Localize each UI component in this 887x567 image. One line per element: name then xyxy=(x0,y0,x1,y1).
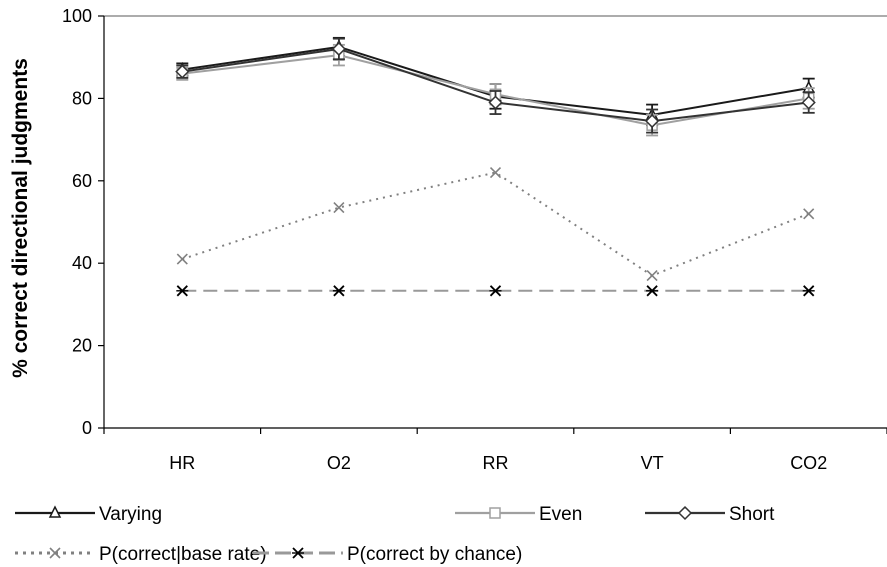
legend-label: Even xyxy=(539,504,582,525)
data-point xyxy=(176,253,188,265)
data-point xyxy=(801,95,816,110)
x-tick-label: RR xyxy=(483,453,509,473)
data-point xyxy=(646,269,658,282)
data-point xyxy=(489,166,502,179)
series-line xyxy=(181,171,810,277)
y-tick-label: 40 xyxy=(72,253,92,273)
data-point xyxy=(176,285,189,297)
legend-item: P(correct|base rate) xyxy=(15,544,267,565)
legend-label: Short xyxy=(729,504,775,525)
series-5 xyxy=(176,285,815,297)
legend-marker xyxy=(292,547,304,559)
y-tick-label: 0 xyxy=(82,418,92,438)
x-tick-label: CO2 xyxy=(790,453,827,473)
legend-marker xyxy=(489,507,501,519)
data-point xyxy=(645,113,660,129)
series-4 xyxy=(176,166,815,282)
data-point xyxy=(646,285,659,297)
legend-item: Varying xyxy=(15,504,162,525)
legend-marker xyxy=(677,505,693,521)
x-tick-label: O2 xyxy=(327,453,351,473)
data-point xyxy=(489,285,502,297)
data-point xyxy=(333,202,345,214)
legend-item: Short xyxy=(645,504,775,525)
data-point xyxy=(802,285,815,297)
y-tick-label: 20 xyxy=(72,336,92,356)
y-tick-label: 60 xyxy=(72,171,92,191)
legend: Varying Even Short P(correct|base rate) P(co… xyxy=(15,504,775,565)
series-layer xyxy=(175,36,816,297)
y-tick-label: 100 xyxy=(62,6,92,26)
legend-item: Even xyxy=(455,504,582,525)
x-tick-label: VT xyxy=(641,453,664,473)
series-3 xyxy=(175,37,816,134)
legend-marker xyxy=(48,505,62,518)
y-axis-label: % correct directional judgments xyxy=(9,58,32,378)
legend-label: P(correct by chance) xyxy=(347,544,522,565)
data-point xyxy=(488,95,503,110)
y-tick-label: 80 xyxy=(72,88,92,108)
x-tick-label: HR xyxy=(169,453,195,473)
axes: 0 20 40 60 80 100 HR O2 RR VT CO2 xyxy=(62,6,887,473)
data-point xyxy=(175,64,190,79)
data-point xyxy=(803,208,815,220)
legend-marker xyxy=(49,547,61,559)
legend-item: P(correct by chance) xyxy=(253,544,522,565)
legend-label: Varying xyxy=(99,504,162,525)
data-point xyxy=(331,41,346,57)
data-point xyxy=(332,285,345,297)
legend-label: P(correct|base rate) xyxy=(99,544,267,565)
